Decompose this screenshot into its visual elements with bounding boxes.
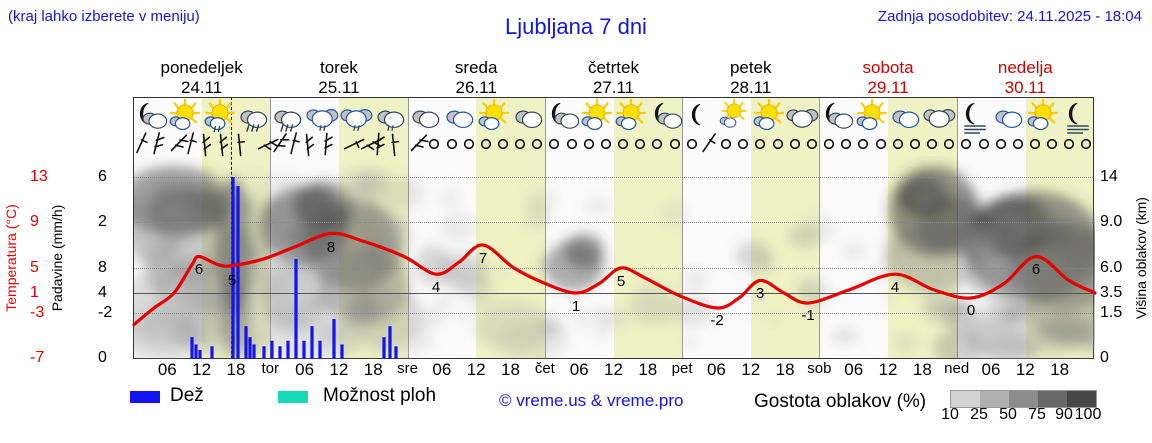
svg-text:1: 1 [572,298,580,315]
svg-text:4: 4 [891,279,899,296]
svg-text:7: 7 [479,250,487,267]
svg-text:6: 6 [195,261,203,278]
svg-text:3: 3 [756,285,764,302]
svg-text:4: 4 [432,279,440,296]
svg-text:0: 0 [967,302,975,319]
svg-text:5: 5 [228,272,236,289]
svg-text:-2: -2 [710,312,723,329]
svg-text:-1: -1 [801,307,814,324]
svg-text:8: 8 [327,239,335,256]
svg-text:6: 6 [1032,261,1040,278]
svg-text:5: 5 [617,273,625,290]
